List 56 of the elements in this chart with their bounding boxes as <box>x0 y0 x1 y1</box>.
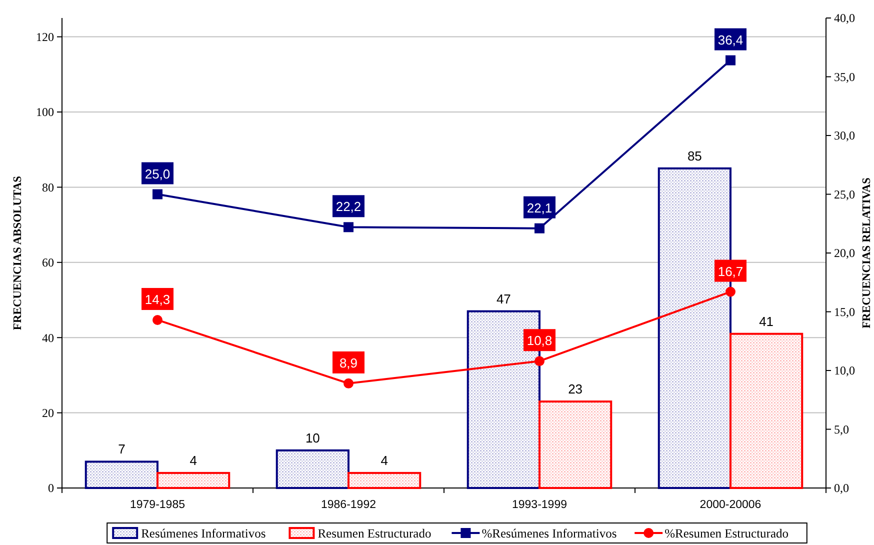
legend-label: Resumen Estructurado <box>318 526 432 540</box>
y2-tick-label: 15,0 <box>834 304 855 319</box>
y-tick-label: 80 <box>42 180 54 194</box>
data-label: 22,1 <box>526 200 552 216</box>
y-tick-label: 20 <box>42 406 54 420</box>
bar <box>156 472 230 489</box>
y2-tick-label: 40,0 <box>834 11 855 26</box>
data-label: 14,3 <box>144 292 170 307</box>
y2-tick-label: 20,0 <box>834 246 855 260</box>
legend-label: %Resúmenes Informativos <box>482 526 617 540</box>
point <box>344 378 354 388</box>
y2-tick-label: 25,0 <box>834 187 855 202</box>
y-tick-label: 60 <box>42 256 54 270</box>
bar <box>730 332 804 489</box>
point <box>344 222 354 232</box>
y2-axis-title: FRECUENCIAS RELATIVAS <box>861 178 873 328</box>
legend-label: Resúmenes Informativos <box>141 526 266 540</box>
legend-label: %Resumen Estructurado <box>664 526 789 540</box>
y-tick-label: 40 <box>42 330 54 345</box>
y-tick-label: 100 <box>36 105 54 120</box>
point <box>726 55 736 66</box>
y-tick-label: 120 <box>36 30 54 44</box>
data-label: 7 <box>118 442 126 457</box>
x-tick-label: 1979-1985 <box>130 499 185 511</box>
data-label: 8,9 <box>339 355 358 370</box>
data-label: 41 <box>759 314 774 329</box>
data-label: 23 <box>568 382 583 397</box>
point <box>726 286 736 297</box>
x-tick-label: 2000-20006 <box>700 499 762 511</box>
data-label: 25,0 <box>144 166 170 182</box>
data-label: 10 <box>305 430 320 446</box>
y2-tick-label: 35,0 <box>834 70 855 84</box>
bar <box>276 449 350 489</box>
y2-tick-label: 10,0 <box>834 364 855 378</box>
y2-tick-label: 0,0 <box>834 481 849 496</box>
point <box>152 189 162 200</box>
data-label: 36,4 <box>718 32 744 48</box>
bar <box>348 472 422 489</box>
bar <box>84 460 158 489</box>
point <box>152 314 162 325</box>
data-label: 4 <box>380 452 388 468</box>
bar <box>538 400 612 489</box>
data-label: 16,7 <box>718 264 744 279</box>
y2-tick-label: 30,0 <box>834 128 855 143</box>
x-tick-label: 1993-1999 <box>512 499 567 511</box>
data-label: 47 <box>496 291 511 306</box>
y2-tick-label: 5,0 <box>834 422 849 436</box>
data-label: 22,2 <box>336 199 362 214</box>
x-tick-label: 1986-1992 <box>321 499 376 511</box>
data-label: 10,8 <box>526 333 552 348</box>
y-axis-title: FRECUENCIAS ABSOLUTAS <box>12 176 24 330</box>
y-tick-label: 0 <box>48 481 54 496</box>
point <box>534 223 544 234</box>
data-label: 4 <box>190 452 197 468</box>
point <box>534 356 544 366</box>
data-label: 85 <box>687 148 702 164</box>
